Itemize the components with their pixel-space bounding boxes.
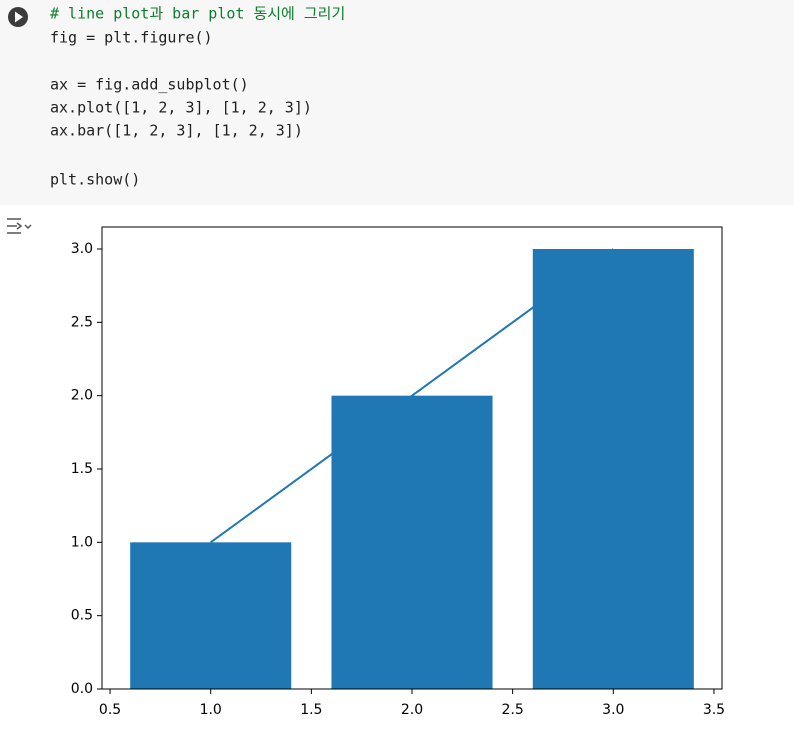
run-button[interactable] (8, 7, 28, 27)
code-lines: # line plot과 bar plot 동시에 그리기 fig = plt.f… (50, 5, 345, 189)
y-tick-label: 1.5 (71, 461, 93, 477)
code-line: # line plot과 bar plot 동시에 그리기 (50, 5, 345, 23)
x-tick-label: 2.0 (401, 702, 423, 718)
y-tick-label: 1.0 (71, 534, 93, 550)
y-tick-label: 0.0 (71, 681, 93, 697)
output-caret[interactable] (24, 224, 32, 230)
code-line: ax = fig.add_subplot() (50, 76, 249, 94)
code-line: ax.bar([1, 2, 3], [1, 2, 3]) (50, 122, 303, 140)
y-tick-label: 0.5 (71, 608, 93, 624)
output-toggle[interactable] (7, 218, 32, 234)
x-tick-label: 0.5 (99, 702, 121, 718)
bar (532, 249, 694, 689)
y-tick-label: 2.5 (71, 314, 93, 330)
code-line: ax.plot([1, 2, 3], [1, 2, 3]) (50, 99, 312, 117)
x-tick-label: 3.0 (602, 702, 624, 718)
code-line: plt.show() (50, 171, 140, 189)
bar (331, 395, 493, 689)
bar (130, 542, 292, 689)
output-icon[interactable] (7, 218, 23, 234)
x-tick-label: 1.0 (200, 702, 222, 718)
plot: 0.5 1.0 1.5 2.0 2.5 3.0 3.5 0.0 0.5 1.0 1.5 2.0 2.5 3… (71, 226, 725, 718)
x-tick-label: 1.5 (300, 702, 322, 718)
y-tick-label: 3.0 (71, 241, 93, 257)
run-triangle[interactable] (15, 11, 23, 23)
code-cell (0, 0, 794, 205)
x-tick-label: 2.5 (502, 702, 524, 718)
code-line: fig = plt.figure() (50, 29, 213, 47)
y-tick-label: 2.0 (71, 388, 93, 404)
x-tick-label: 3.5 (703, 702, 725, 718)
